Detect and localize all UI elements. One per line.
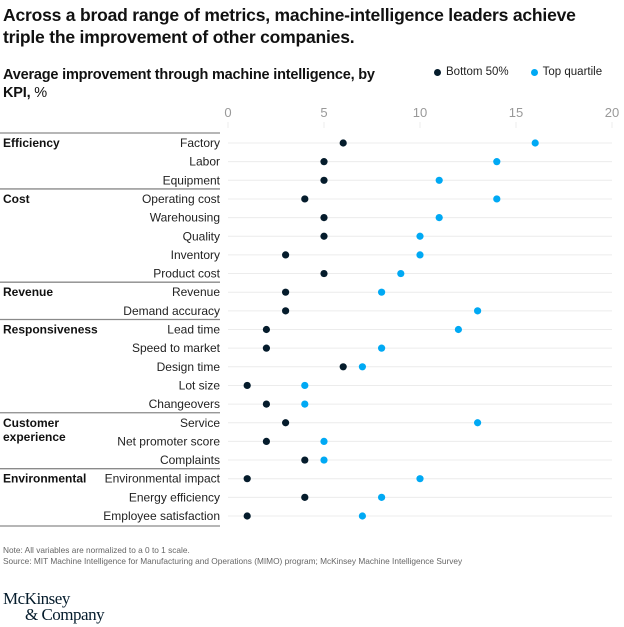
dot-bottom-50 [320, 232, 328, 240]
mckinsey-logo: McKinsey & Company [3, 589, 105, 624]
dot-top-quartile [416, 232, 424, 240]
dot-top-quartile [320, 437, 328, 445]
logo-line2: & Company [25, 605, 105, 624]
dot-top-quartile [493, 158, 501, 166]
category-label: Design time [157, 360, 221, 374]
dot-plot-chart: 0 5 10 15 20 Efficiency Factory Labor Equipment C… [0, 105, 619, 527]
dot-top-quartile [320, 456, 328, 464]
source-text: Source: MIT Machine Intelligence for Man… [3, 556, 463, 566]
subtitle-unit: % [30, 85, 47, 101]
dot-top-quartile [531, 139, 539, 147]
chart-subtitle: Average improvement through machine inte… [3, 66, 383, 102]
category-label: Warehousing [150, 211, 220, 225]
dot-bottom-50 [262, 400, 270, 408]
dot-bottom-50 [320, 269, 328, 278]
category-label: Equipment [163, 173, 221, 187]
subtitle-text: Average improvement through machine inte… [3, 67, 375, 101]
category-label: Factory [180, 136, 220, 150]
dot-bottom-50 [339, 363, 347, 371]
x-tick-label: 10 [413, 105, 427, 120]
dot-top-quartile [416, 475, 424, 483]
legend-item-top-quartile: Top quartile [530, 66, 603, 78]
category-label: Revenue [172, 285, 220, 299]
dot-bottom-50 [301, 493, 309, 501]
legend-dot-icon [434, 68, 441, 76]
category-label: Service [180, 416, 220, 430]
dot-bottom-50 [320, 214, 328, 222]
legend-label: Bottom 50% [446, 66, 509, 78]
dot-top-quartile [474, 419, 482, 427]
dot-bottom-50 [282, 288, 290, 296]
logo-line1: McKinsey [3, 589, 70, 608]
dot-top-quartile [378, 493, 386, 501]
dot-bottom-50 [320, 158, 328, 166]
category-label: Environmental impact [105, 472, 221, 486]
x-tick-label: 20 [605, 105, 619, 120]
dot-top-quartile [435, 214, 443, 222]
x-tick-label: 0 [224, 105, 231, 120]
category-label: Changeovers [149, 397, 220, 411]
group-label: experience [3, 430, 66, 444]
x-tick-label: 15 [509, 105, 523, 120]
dot-bottom-50 [282, 419, 290, 427]
category-label: Lead time [167, 323, 220, 337]
legend-label: Top quartile [542, 66, 603, 78]
group-label: Efficiency [3, 136, 60, 150]
category-label: Speed to market [132, 341, 221, 355]
dot-top-quartile [378, 288, 386, 296]
dot-bottom-50 [282, 251, 290, 259]
legend-dot-icon [530, 68, 538, 76]
dot-top-quartile [358, 363, 366, 371]
category-label: Quality [183, 229, 220, 243]
group-label: Environmental [3, 472, 86, 486]
dot-top-quartile [397, 269, 405, 278]
legend: Bottom 50% Top quartile [434, 66, 602, 78]
dot-bottom-50 [262, 344, 270, 352]
legend-item-bottom-50: Bottom 50% [434, 66, 509, 78]
dot-bottom-50 [339, 139, 347, 147]
category-label: Demand accuracy [123, 304, 220, 318]
category-label: Employee satisfaction [103, 509, 220, 523]
dot-top-quartile [301, 381, 309, 390]
dot-top-quartile [493, 195, 501, 203]
group-label: Responsiveness [3, 323, 98, 337]
dot-bottom-50 [243, 512, 251, 520]
dot-top-quartile [435, 176, 443, 184]
x-tick-label: 5 [320, 105, 327, 120]
dot-top-quartile [474, 307, 482, 315]
category-label: Product cost [153, 267, 220, 281]
dot-bottom-50 [262, 325, 270, 334]
dot-bottom-50 [243, 381, 251, 390]
category-label: Labor [189, 155, 220, 169]
dot-top-quartile [378, 344, 386, 352]
dot-bottom-50 [243, 475, 251, 483]
group-label: Revenue [3, 285, 53, 299]
note-text: Note: All variables are normalized to a … [3, 545, 190, 555]
dot-bottom-50 [262, 437, 270, 445]
dot-bottom-50 [320, 176, 328, 184]
dot-top-quartile [358, 512, 366, 520]
group-label: Customer [3, 416, 59, 430]
group-label: Cost [3, 192, 30, 206]
dot-top-quartile [301, 400, 309, 408]
footnote: Note: All variables are normalized to a … [3, 545, 462, 567]
category-label: Inventory [171, 248, 220, 262]
dot-bottom-50 [282, 307, 290, 315]
dot-bottom-50 [301, 195, 309, 203]
category-label: Lot size [179, 378, 221, 392]
dot-bottom-50 [301, 456, 309, 464]
category-label: Complaints [160, 453, 220, 467]
dot-top-quartile [416, 251, 424, 259]
category-label: Operating cost [142, 192, 221, 206]
dot-top-quartile [454, 325, 462, 334]
chart-title: Across a broad range of metrics, machine… [3, 5, 576, 47]
category-label: Energy efficiency [129, 490, 220, 504]
category-label: Net promoter score [117, 434, 220, 448]
